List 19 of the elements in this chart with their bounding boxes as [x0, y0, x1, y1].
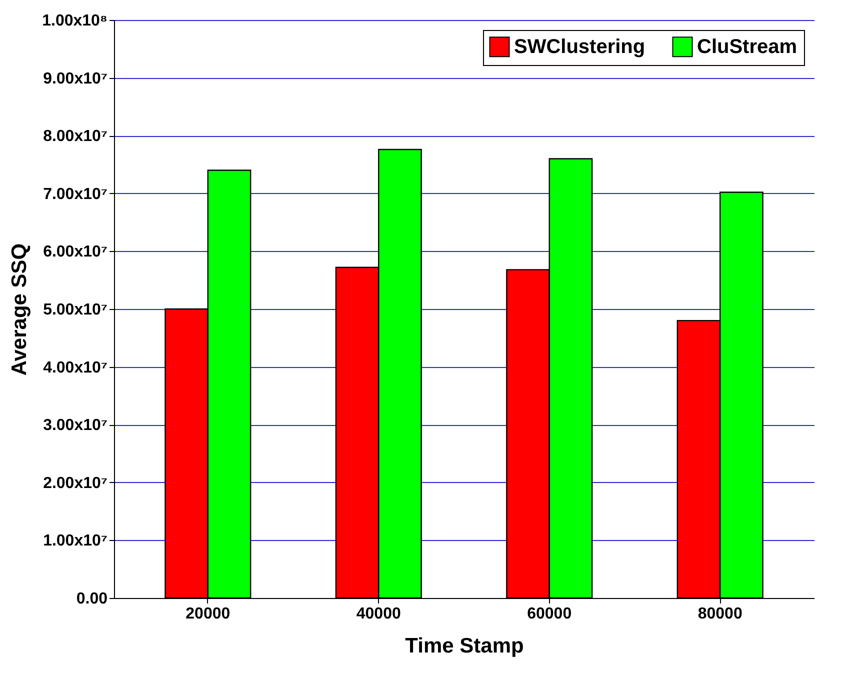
x-axis-title: Time Stamp: [405, 634, 524, 658]
y-tick-label: 1.00x10⁷: [43, 532, 108, 550]
y-tick-label: 6.00x10⁷: [43, 244, 108, 261]
x-tick-label: 80000: [698, 606, 742, 622]
y-axis-title: Average SSQ: [8, 243, 32, 376]
x-tick-label: 40000: [356, 606, 401, 622]
y-tick-label: 2.00x10⁷: [43, 474, 108, 492]
y-tick-label: 1.00x10⁸: [42, 12, 108, 30]
legend-label: SWClustering: [514, 36, 646, 58]
y-tick-label: 7.00x10⁷: [43, 186, 108, 203]
y-tick-label: 0.00: [76, 590, 108, 608]
x-tick-label: 60000: [527, 606, 572, 622]
y-tick-label: 3.00x10⁷: [43, 417, 108, 434]
y-tick-label: 5.00x10⁷: [43, 302, 108, 318]
y-tick-label: 8.00x10⁷: [43, 128, 108, 146]
y-tick-label: 9.00x10⁷: [43, 70, 108, 88]
legend-label: CluStream: [697, 36, 798, 58]
x-tick-label: 20000: [186, 606, 230, 622]
y-tick-label: 4.00x10⁷: [43, 359, 108, 376]
